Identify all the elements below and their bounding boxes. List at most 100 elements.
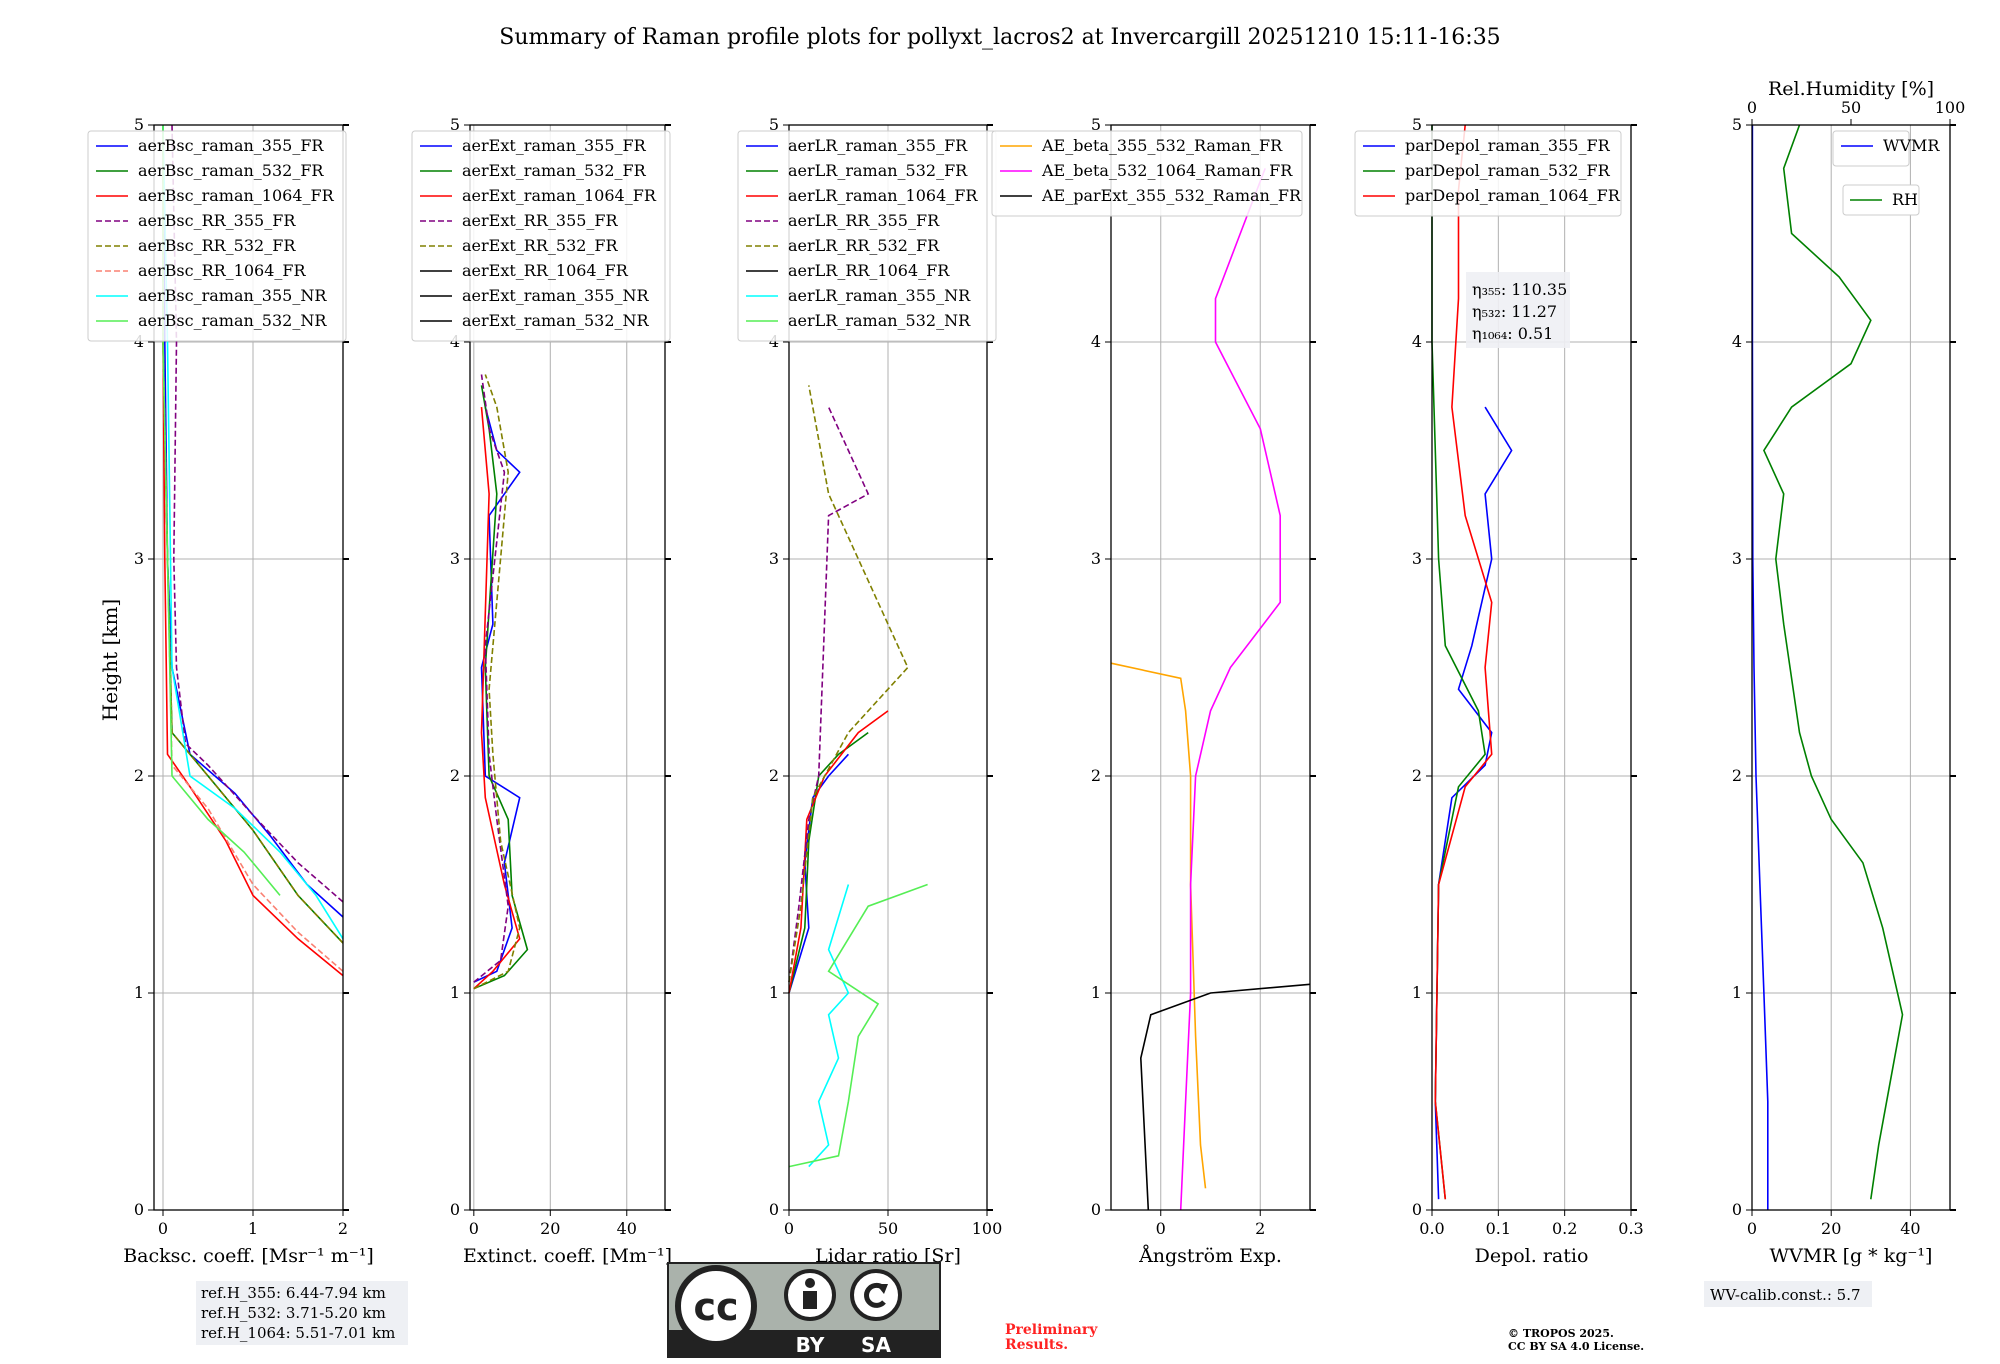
legend-entry: RH: [1892, 190, 1918, 209]
series-aerBsc_raman_532_NR: [162, 125, 281, 896]
legend-box: [87, 130, 347, 342]
y-axis-label: Height [km]: [98, 599, 122, 721]
legend-entry: aerExt_raman_1064_FR: [462, 186, 657, 205]
y-tick-label: 3: [450, 549, 460, 568]
legend-entry: parDepol_raman_355_FR: [1405, 136, 1611, 155]
axes-frame: [1751, 124, 1951, 1211]
top-x-tick-label: 100: [1935, 98, 1966, 117]
y-tick-label: 1: [1091, 983, 1101, 1002]
refh-532: ref.H_532: 3.71-5.20 km: [201, 1304, 386, 1322]
axes-frame: [1110, 124, 1311, 1211]
legend-entry: aerLR_RR_532_FR: [788, 236, 940, 255]
legend-entry: aerExt_raman_532_NR: [462, 311, 650, 330]
y-tick-label: 2: [1091, 766, 1101, 785]
x-tick-label: 0.3: [1618, 1219, 1643, 1238]
cc-logo-text: cc: [693, 1285, 738, 1329]
series-aerExt_raman_355_FR: [473, 406, 521, 983]
wv-calib-box: WV-calib.const.: 5.7: [1704, 1281, 1872, 1307]
y-tick-label: 0: [769, 1200, 779, 1219]
x-tick-label: 100: [972, 1219, 1003, 1238]
x-tick-label: 2: [338, 1219, 348, 1238]
legend-entry: parDepol_raman_532_FR: [1405, 161, 1611, 180]
legend-entry: aerBsc_RR_355_FR: [138, 211, 296, 230]
x-tick-label: 0: [469, 1219, 479, 1238]
x-axis-label: Depol. ratio: [1475, 1245, 1589, 1267]
legend-entry: aerLR_RR_1064_FR: [788, 261, 950, 280]
legend-wv: WVMR: [1832, 130, 1940, 167]
refh-355: ref.H_355: 6.44-7.94 km: [201, 1284, 386, 1302]
y-tick-label: 3: [1412, 549, 1422, 568]
depol-eta-annotation: η₃₅₅: 110.35 η₅₃₂: 11.27 η₁₀₆₄: 0.51: [1466, 272, 1570, 348]
series-aerExt_raman_532_FR: [473, 385, 529, 990]
y-tick-label: 5: [769, 115, 779, 134]
x-tick-label: 20: [540, 1219, 560, 1238]
annotation-box: [1466, 272, 1570, 348]
y-tick-label: 2: [450, 766, 460, 785]
x-axis-label: Backsc. coeff. [Msr⁻¹ m⁻¹]: [123, 1245, 374, 1267]
legend-entry: aerBsc_raman_532_NR: [138, 311, 327, 330]
series-WVMR: [1751, 125, 1769, 1210]
x-tick-label: 2: [1255, 1219, 1265, 1238]
legend-depol: parDepol_raman_355_FR parDepol_raman_532_…: [1354, 130, 1622, 217]
x-tick-label: 50: [878, 1219, 898, 1238]
legend-entry: aerExt_raman_355_FR: [462, 136, 647, 155]
legend-entry: aerBsc_RR_1064_FR: [138, 261, 307, 280]
series-AE_beta_532_1064_Raman_FR: [1179, 168, 1281, 1211]
legend-entry: AE_beta_532_1064_Raman_FR: [1041, 161, 1293, 180]
legend-entry: aerBsc_raman_355_FR: [138, 136, 324, 155]
axes-frame: [469, 124, 666, 1211]
legend-ext: aerExt_raman_355_FR aerExt_raman_532_FRae…: [411, 130, 671, 342]
series-aerLR_RR_355_FR: [788, 406, 870, 983]
top-x-axis-label: Rel.Humidity [%]: [1768, 78, 1934, 100]
panel-ae: 0 2 0 1 2 3 4 5 Ångström Exp. AE_beta_355_532_Ram…: [991, 115, 1316, 1267]
legend-entry: aerLR_RR_355_FR: [788, 211, 940, 230]
x-tick-label: 20: [1821, 1219, 1841, 1238]
x-tick-label: 40: [1900, 1219, 1920, 1238]
panel-ext: 02040012345Extinct. coeff. [Mm⁻¹]aerExt_…: [411, 115, 672, 1267]
y-tick-label: 2: [1412, 766, 1422, 785]
wv-calib-label: WV-calib.const.: 5.7: [1710, 1286, 1861, 1304]
series-parDepol_raman_355_FR: [1434, 406, 1513, 1200]
legend-entry: aerBsc_RR_532_FR: [138, 236, 296, 255]
series-aerExt_raman_1064_FR: [473, 407, 521, 990]
y-tick-label: 0: [1732, 1200, 1742, 1219]
y-tick-label: 1: [134, 983, 144, 1002]
license-label: CC BY SA 4.0 License.: [1508, 1340, 1644, 1353]
legend-box: [1832, 130, 1910, 167]
refh-box: ref.H_355: 6.44-7.94 km ref.H_532: 3.71-…: [196, 1281, 408, 1345]
series-aerLR_RR_532_FR: [788, 385, 909, 983]
legend-ae: AE_beta_355_532_Raman_FR AE_beta_532_1064…: [991, 130, 1303, 217]
y-tick-label: 4: [1091, 332, 1101, 351]
legend-box: [737, 130, 997, 342]
cc-by-label: BY: [796, 1333, 825, 1357]
axes-frame: [1431, 124, 1632, 1211]
y-tick-label: 0: [1091, 1200, 1101, 1219]
preliminary-label: Preliminary: [1005, 1322, 1098, 1338]
x-tick-label: 40: [617, 1219, 637, 1238]
copyright-label: © TROPOS 2025.: [1508, 1327, 1614, 1340]
legend-entry: aerExt_RR_1064_FR: [462, 261, 629, 280]
series-aerExt_RR_355_FR: [473, 374, 510, 983]
x-tick-label: 0.2: [1552, 1219, 1577, 1238]
legend-entry: WVMR: [1883, 136, 1940, 155]
legend-entry: aerBsc_raman_532_FR: [138, 161, 324, 180]
annotation-line: η₁₀₆₄: 0.51: [1472, 324, 1553, 343]
legend-entry: aerLR_raman_532_NR: [788, 311, 971, 330]
legend-entry: AE_parExt_355_532_Raman_FR: [1041, 186, 1302, 205]
cc-sa-label: SA: [861, 1333, 891, 1357]
legend-bsc: aerBsc_raman_355_FR aerBsc_raman_532_FRae…: [87, 130, 347, 342]
x-axis-label: Lidar ratio [Sr]: [815, 1245, 961, 1267]
x-axis-label: Ångström Exp.: [1138, 1245, 1282, 1267]
y-tick-label: 3: [134, 549, 144, 568]
annotation-line: η₅₃₂: 11.27: [1472, 302, 1557, 321]
y-tick-label: 2: [134, 766, 144, 785]
series-parDepol_raman_1064_FR: [1434, 124, 1493, 1200]
annotation-line: η₃₅₅: 110.35: [1472, 280, 1567, 299]
y-tick-label: 2: [769, 766, 779, 785]
axes-frame: [153, 124, 344, 1211]
y-tick-label: 5: [1412, 115, 1422, 134]
y-tick-label: 1: [1732, 983, 1742, 1002]
y-tick-label: 4: [1732, 332, 1742, 351]
results-label: Results.: [1005, 1337, 1068, 1353]
legend-entry: aerExt_RR_355_FR: [462, 211, 619, 230]
